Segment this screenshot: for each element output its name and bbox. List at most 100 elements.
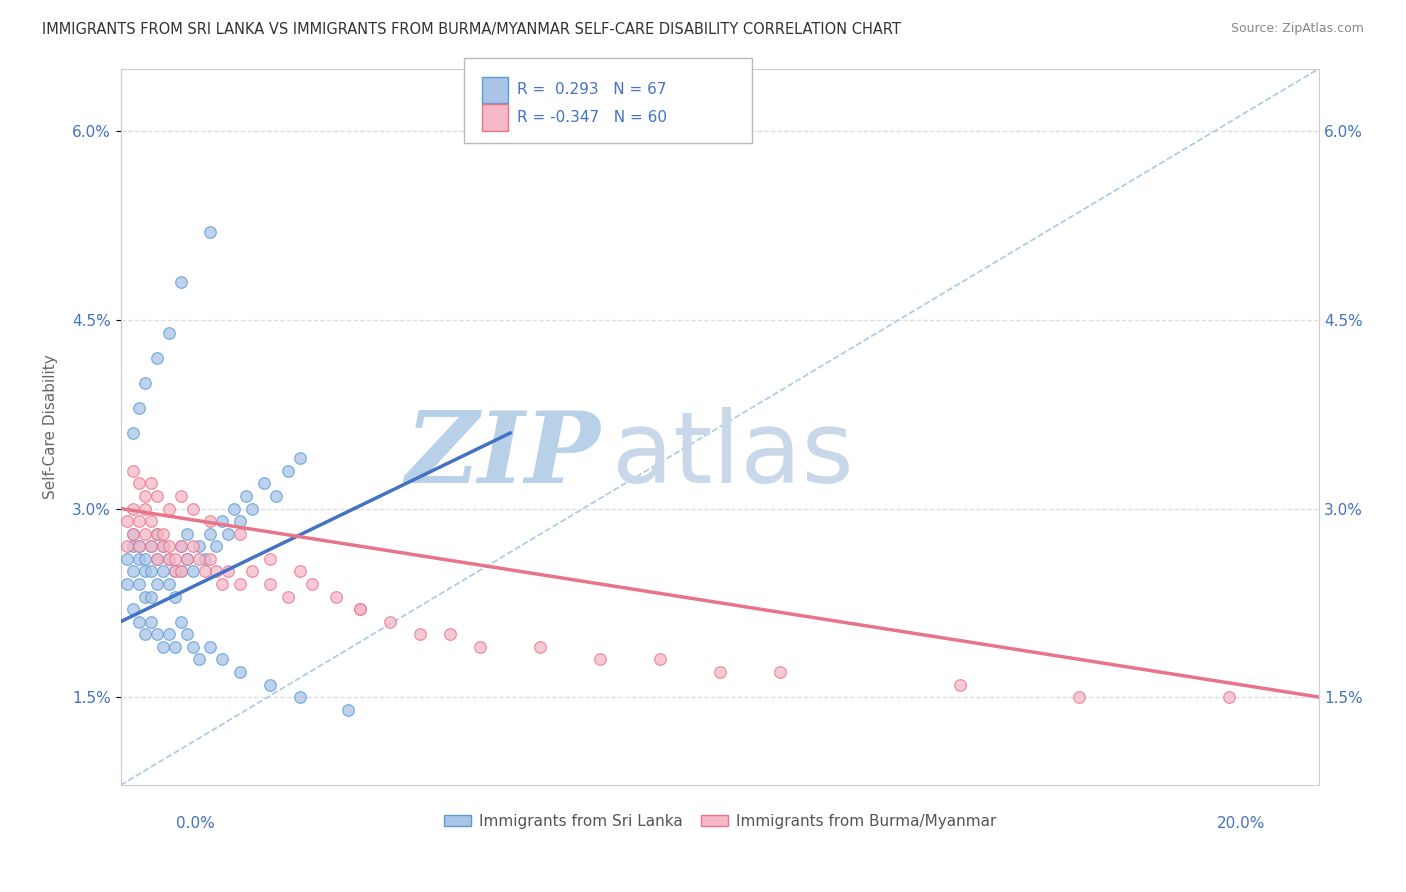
- Point: [181, 565, 204, 579]
- Text: R =  0.293   N = 67: R = 0.293 N = 67: [517, 82, 666, 96]
- Point: [157, 577, 180, 591]
- Point: [152, 565, 174, 579]
- Point: [157, 551, 180, 566]
- Point: [176, 627, 198, 641]
- Point: [163, 640, 186, 654]
- Point: [380, 615, 402, 629]
- Point: [163, 590, 186, 604]
- Y-axis label: Self-Care Disability: Self-Care Disability: [44, 354, 58, 500]
- Point: [145, 551, 167, 566]
- Point: [229, 665, 252, 679]
- Point: [259, 577, 281, 591]
- Point: [181, 640, 204, 654]
- Point: [290, 690, 312, 704]
- Text: 20.0%: 20.0%: [1218, 816, 1265, 831]
- Point: [229, 577, 252, 591]
- Point: [169, 615, 191, 629]
- Point: [769, 665, 792, 679]
- Point: [224, 501, 246, 516]
- Point: [134, 501, 156, 516]
- Point: [128, 615, 150, 629]
- Point: [157, 326, 180, 340]
- Point: [187, 652, 209, 666]
- Point: [139, 539, 162, 553]
- Point: [439, 627, 461, 641]
- Point: [200, 640, 222, 654]
- Point: [349, 602, 371, 616]
- Text: ZIP: ZIP: [405, 408, 600, 504]
- Point: [200, 551, 222, 566]
- Point: [121, 464, 143, 478]
- Point: [145, 526, 167, 541]
- Point: [163, 551, 186, 566]
- Point: [1218, 690, 1240, 704]
- Point: [139, 590, 162, 604]
- Text: atlas: atlas: [612, 407, 853, 504]
- Point: [121, 539, 143, 553]
- Point: [157, 627, 180, 641]
- Point: [529, 640, 551, 654]
- Point: [169, 275, 191, 289]
- Point: [145, 577, 167, 591]
- Point: [134, 526, 156, 541]
- Point: [470, 640, 492, 654]
- Point: [121, 602, 143, 616]
- Point: [242, 501, 264, 516]
- Point: [205, 565, 228, 579]
- Point: [128, 476, 150, 491]
- Point: [128, 539, 150, 553]
- Point: [128, 401, 150, 415]
- Point: [217, 565, 239, 579]
- Point: [169, 539, 191, 553]
- Point: [176, 551, 198, 566]
- Point: [121, 426, 143, 441]
- Point: [211, 514, 233, 528]
- Point: [157, 551, 180, 566]
- Point: [134, 376, 156, 390]
- Point: [259, 677, 281, 691]
- Point: [152, 526, 174, 541]
- Point: [134, 565, 156, 579]
- Point: [325, 590, 347, 604]
- Point: [205, 539, 228, 553]
- Point: [290, 565, 312, 579]
- Legend: Immigrants from Sri Lanka, Immigrants from Burma/Myanmar: Immigrants from Sri Lanka, Immigrants fr…: [437, 807, 1002, 835]
- Point: [409, 627, 432, 641]
- Point: [211, 652, 233, 666]
- Point: [145, 526, 167, 541]
- Point: [176, 551, 198, 566]
- Point: [115, 577, 138, 591]
- Point: [301, 577, 323, 591]
- Point: [176, 526, 198, 541]
- Point: [169, 565, 191, 579]
- Point: [128, 514, 150, 528]
- Text: IMMIGRANTS FROM SRI LANKA VS IMMIGRANTS FROM BURMA/MYANMAR SELF-CARE DISABILITY : IMMIGRANTS FROM SRI LANKA VS IMMIGRANTS …: [42, 22, 901, 37]
- Point: [145, 351, 167, 365]
- Point: [121, 526, 143, 541]
- Point: [145, 551, 167, 566]
- Point: [157, 539, 180, 553]
- Text: R = -0.347   N = 60: R = -0.347 N = 60: [517, 111, 668, 125]
- Point: [200, 514, 222, 528]
- Point: [235, 489, 257, 503]
- Point: [253, 476, 276, 491]
- Point: [134, 489, 156, 503]
- Text: Source: ZipAtlas.com: Source: ZipAtlas.com: [1230, 22, 1364, 36]
- Point: [211, 577, 233, 591]
- Point: [290, 451, 312, 466]
- Point: [145, 627, 167, 641]
- Point: [277, 464, 299, 478]
- Point: [115, 514, 138, 528]
- Point: [1069, 690, 1091, 704]
- Point: [193, 565, 215, 579]
- Point: [169, 565, 191, 579]
- Point: [139, 539, 162, 553]
- Point: [139, 565, 162, 579]
- Point: [229, 514, 252, 528]
- Point: [128, 539, 150, 553]
- Point: [152, 640, 174, 654]
- Point: [115, 539, 138, 553]
- Point: [157, 501, 180, 516]
- Point: [200, 225, 222, 239]
- Text: 0.0%: 0.0%: [176, 816, 215, 831]
